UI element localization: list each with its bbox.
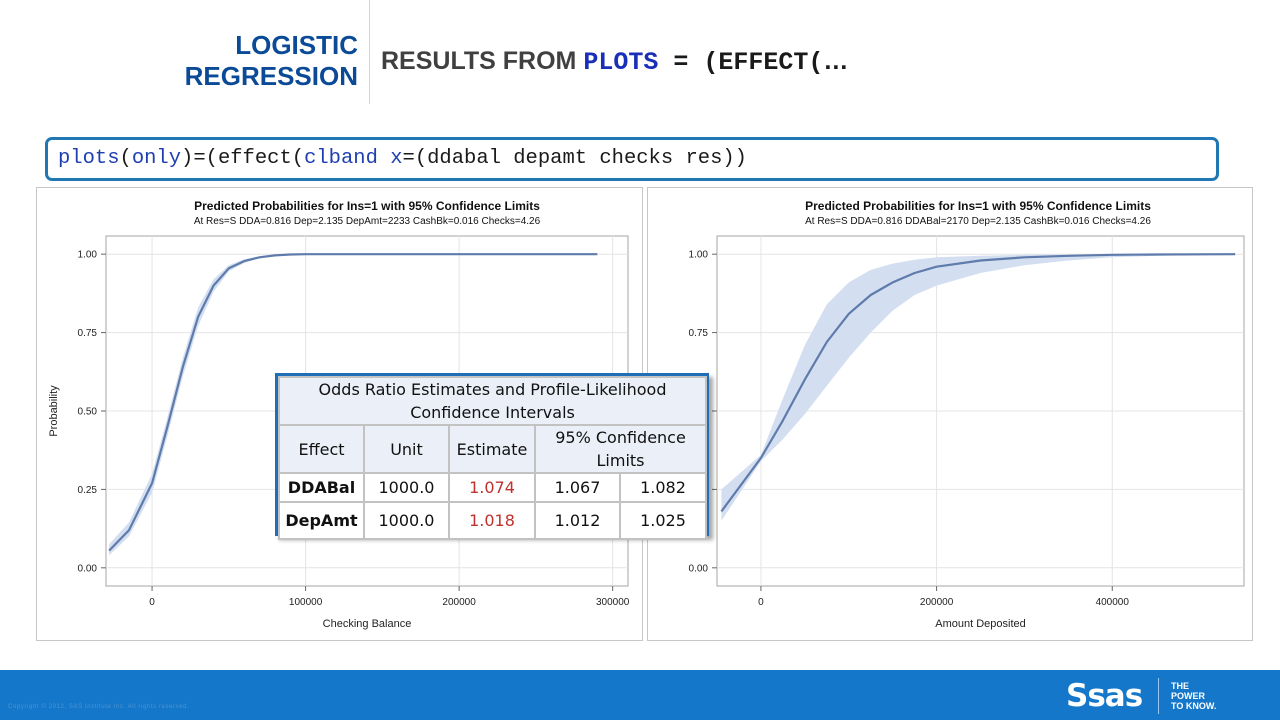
y-tick-label: 0.00	[78, 563, 98, 574]
x-tick-label: 200000	[920, 597, 954, 608]
confidence-band	[721, 254, 1236, 521]
x-tick-label: 300000	[596, 597, 630, 608]
row-upper-limit: 1.082	[618, 472, 708, 503]
slide-title-code-plots: PLOTS	[583, 48, 659, 77]
plot-panel-amount-deposited: Predicted Probabilities for Ins=1 with 9…	[647, 187, 1253, 641]
slide-title-text: RESULTS FROM	[381, 47, 584, 75]
slide-title-ellipsis: …	[823, 47, 849, 75]
code-keyword-plots: plots	[58, 147, 120, 170]
code-text: (	[119, 147, 132, 170]
table-row: DDABal 1000.0 1.074 1.067 1.082	[278, 472, 708, 503]
x-tick-label: 0	[758, 597, 764, 608]
odds-ratio-table: Odds Ratio Estimates and Profile-Likelih…	[277, 376, 708, 540]
code-keyword-clband: clband	[304, 147, 378, 170]
y-tick-label: 0.50	[78, 407, 98, 418]
row-unit: 1000.0	[363, 472, 450, 503]
chart-amount-deposited: Predicted Probabilities for Ins=1 with 9…	[689, 199, 1245, 630]
row-effect: DDABal	[278, 472, 365, 503]
x-axis-label: Checking Balance	[323, 618, 412, 630]
tagline-line3: TO KNOW.	[1171, 701, 1217, 711]
slide-title: RESULTS FROM PLOTS = (EFFECT(…	[381, 44, 848, 80]
predicted-probability-line	[720, 253, 1236, 513]
section-title-line2: REGRESSION	[184, 61, 358, 91]
chart-title: Predicted Probabilities for Ins=1 with 9…	[805, 199, 1151, 213]
slide-title-code-effect: = (EFFECT(	[658, 48, 824, 77]
table-caption: Odds Ratio Estimates and Profile-Likelih…	[277, 376, 708, 426]
y-tick-label: 1.00	[689, 250, 709, 261]
column-header-confidence-limits: 95% Confidence Limits	[533, 424, 708, 474]
x-tick-label: 200000	[442, 597, 476, 608]
chart-subtitle: At Res=S DDA=0.816 DDABal=2170 Dep=2.135…	[805, 216, 1151, 227]
odds-ratio-table-panel: Odds Ratio Estimates and Profile-Likelih…	[275, 373, 709, 540]
y-axis-label: Probability	[48, 385, 60, 437]
tagline-line1: THE	[1171, 681, 1189, 691]
chart-subtitle: At Res=S DDA=0.816 Dep=2.135 DepAmt=2233…	[194, 216, 541, 227]
x-tick-label: 400000	[1096, 597, 1130, 608]
y-tick-label: 0.75	[689, 328, 709, 339]
logo-divider	[1158, 678, 1159, 714]
tagline-line2: POWER	[1171, 691, 1206, 701]
x-tick-label: 100000	[289, 597, 323, 608]
code-text: =(ddabal depamt checks res))	[402, 147, 747, 170]
row-effect: DepAmt	[278, 501, 365, 540]
y-tick-label: 0.75	[78, 328, 98, 339]
title-divider	[369, 0, 370, 104]
column-header-effect: Effect	[278, 424, 365, 474]
footer-bar: Copyright © 2012, SAS Institute Inc. All…	[0, 670, 1280, 720]
code-text	[378, 147, 390, 170]
x-tick-label: 0	[149, 597, 155, 608]
y-tick-label: 0.00	[689, 563, 709, 574]
chart-title: Predicted Probabilities for Ins=1 with 9…	[194, 199, 540, 213]
sas-tagline: THE POWER TO KNOW.	[1171, 681, 1216, 711]
y-tick-label: 0.25	[78, 485, 98, 496]
row-estimate: 1.018	[448, 501, 536, 540]
column-header-unit: Unit	[363, 424, 450, 474]
y-tick-label: 1.00	[78, 250, 98, 261]
row-lower-limit: 1.012	[534, 501, 621, 540]
row-unit: 1000.0	[363, 501, 450, 540]
column-header-estimate: Estimate	[448, 424, 536, 474]
code-keyword-x: x	[390, 147, 403, 170]
code-keyword-only: only	[131, 147, 182, 170]
copyright-text: Copyright © 2012, SAS Institute Inc. All…	[8, 704, 190, 710]
row-lower-limit: 1.067	[534, 472, 621, 503]
predicted-probability-line	[108, 253, 598, 552]
x-axis-label: Amount Deposited	[935, 618, 1026, 630]
sas-logo: Ssas	[1066, 678, 1143, 714]
section-title: LOGISTIC REGRESSION	[98, 30, 358, 92]
section-title-line1: LOGISTIC	[235, 30, 358, 60]
table-row: DepAmt 1000.0 1.018 1.012 1.025	[278, 501, 708, 540]
code-text: )=(effect(	[181, 147, 305, 170]
row-estimate: 1.074	[448, 472, 536, 503]
row-upper-limit: 1.025	[618, 501, 708, 540]
code-snippet-box: plots(only)=(effect(clband x=(ddabal dep…	[45, 137, 1219, 181]
